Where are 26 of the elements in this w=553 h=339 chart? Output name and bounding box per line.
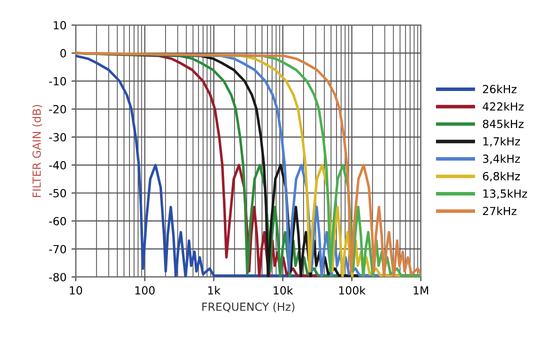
y-tick-label: -40 — [49, 160, 66, 170]
x-tick-label: 10 — [70, 286, 82, 295]
legend-label: 6,8kHz — [482, 172, 520, 182]
y-tick-label: -20 — [49, 105, 66, 114]
legend-label: 845kHz — [482, 120, 524, 128]
y-tick-label: 10 — [54, 21, 66, 30]
y-axis-title: FILTER GAIN (dB) — [32, 104, 42, 197]
legend-label: 422kHz — [482, 102, 524, 111]
legend-label: 26kHz — [482, 84, 516, 94]
legend-label: 1,7kHz — [483, 136, 520, 147]
y-tick-label: -70 — [49, 244, 66, 254]
x-axis-title: FREQUENCY (Hz) — [202, 302, 294, 312]
legend-label: 27kHz — [482, 206, 516, 216]
y-tick-label: -80 — [49, 272, 66, 282]
x-tick-label: 1M — [414, 286, 428, 294]
legend-label: 13,5kHz — [483, 189, 528, 199]
y-tick-label: -30 — [49, 133, 66, 142]
y-tick-label: 0 — [60, 49, 66, 58]
y-tick-label: -60 — [49, 216, 66, 226]
x-tick-label: 100k — [339, 286, 366, 295]
y-tick-label: -10 — [49, 77, 66, 86]
y-tick-label: -50 — [49, 188, 66, 198]
x-tick-label: 1k — [208, 286, 221, 294]
x-tick-label: 10k — [274, 286, 294, 295]
legend-label: 3,4kHz — [483, 154, 520, 164]
x-tick-label: 100 — [135, 286, 155, 295]
